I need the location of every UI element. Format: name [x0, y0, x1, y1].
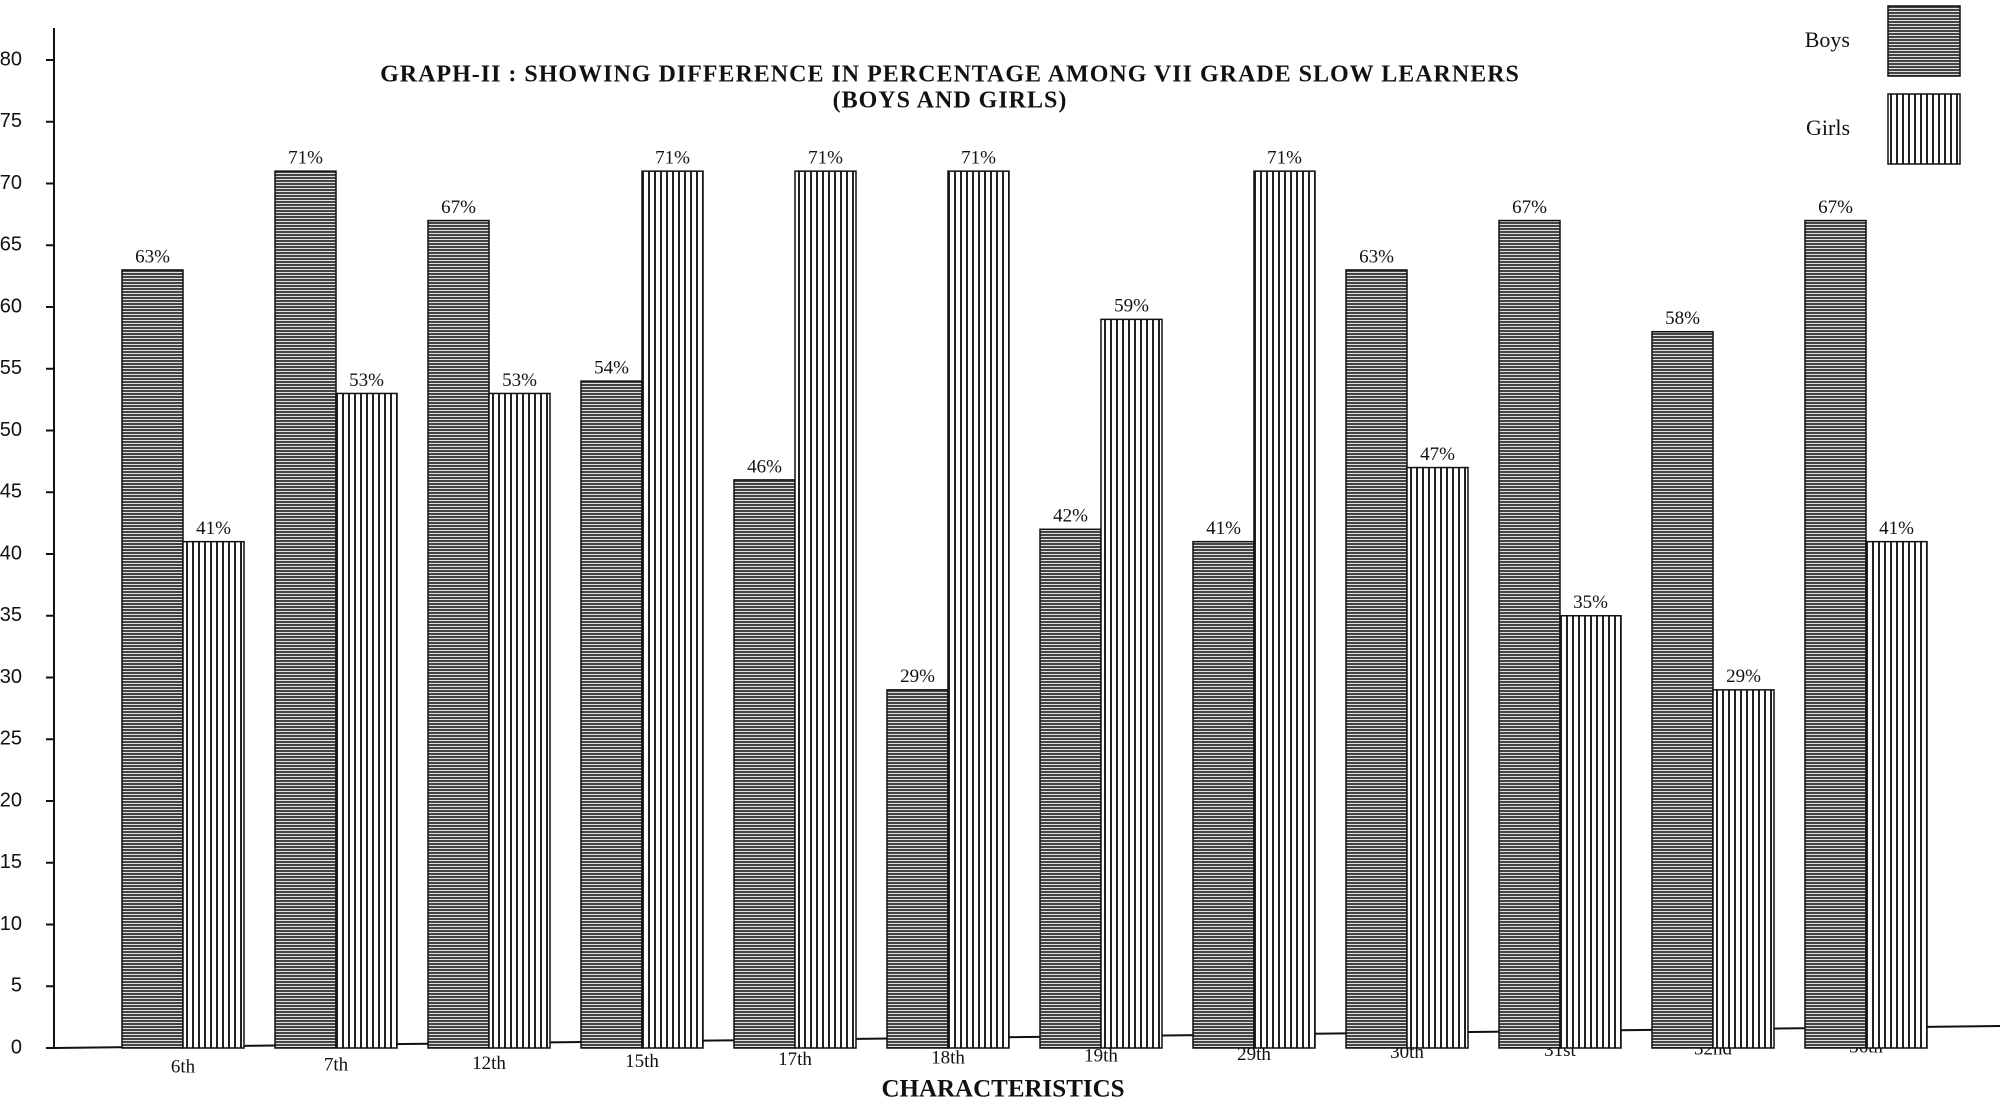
x-tick-label: 29th [1237, 1044, 1271, 1065]
value-label: 29% [900, 666, 935, 687]
value-label: 67% [1818, 197, 1853, 218]
value-label: 53% [502, 370, 537, 391]
y-tick-label: 30 [0, 666, 22, 688]
bar [580, 380, 643, 1049]
value-label: 63% [1359, 246, 1394, 267]
y-tick-label: 40 [0, 542, 22, 564]
bar [1651, 330, 1714, 1049]
bar [1406, 466, 1469, 1049]
value-label: 47% [1420, 444, 1455, 465]
y-tick-label: 55 [0, 357, 22, 379]
bar [1100, 318, 1163, 1049]
bar [641, 170, 704, 1049]
value-label: 35% [1573, 592, 1608, 613]
y-tick-label: 15 [0, 851, 22, 873]
legend-swatch [1887, 5, 1961, 77]
chart-subtitle: (BOYS AND GIRLS) [833, 88, 1068, 114]
y-tick-label: 65 [0, 234, 22, 256]
y-tick-label: 10 [0, 913, 22, 935]
x-tick-label: 19th [1084, 1046, 1118, 1067]
legend-label: Boys [1805, 27, 1850, 52]
value-label: 67% [441, 197, 476, 218]
x-axis-title: CHARACTERISTICS [881, 1076, 1124, 1103]
bar [1345, 269, 1408, 1049]
value-label: 71% [288, 148, 323, 169]
bar [794, 170, 857, 1049]
value-label: 63% [135, 246, 170, 267]
value-label: 71% [808, 148, 843, 169]
x-tick-label: 12th [472, 1053, 506, 1074]
x-tick-label: 6th [171, 1056, 196, 1077]
legend-label: Girls [1806, 115, 1850, 140]
bar [886, 689, 949, 1049]
y-tick-label: 0 [11, 1036, 22, 1058]
bar [1253, 170, 1316, 1049]
y-tick-label: 25 [0, 728, 22, 750]
x-tick-label: 15th [625, 1051, 659, 1072]
bar [335, 392, 398, 1049]
value-label: 71% [655, 148, 690, 169]
bar [274, 170, 337, 1049]
bar [947, 170, 1010, 1049]
y-tick-label: 80 [0, 48, 22, 70]
value-label: 54% [594, 357, 629, 378]
bar [1712, 689, 1775, 1049]
value-label: 58% [1665, 308, 1700, 329]
chart-title: GRAPH-II : SHOWING DIFFERENCE IN PERCENT… [380, 62, 1520, 88]
value-label: 42% [1053, 506, 1088, 527]
bar [488, 392, 551, 1049]
y-tick-label: 5 [11, 975, 22, 997]
bar [1498, 219, 1561, 1049]
y-tick-label: 75 [0, 110, 22, 132]
bar [427, 219, 490, 1049]
y-tick-label: 20 [0, 789, 22, 811]
y-tick-label: 50 [0, 419, 22, 441]
bar [1192, 540, 1255, 1049]
x-tick-label: 18th [931, 1047, 965, 1068]
legend-swatch [1887, 93, 1961, 165]
bar [733, 479, 796, 1049]
value-label: 59% [1114, 296, 1149, 317]
value-label: 46% [747, 456, 782, 477]
bar [121, 269, 184, 1049]
value-label: 71% [1267, 148, 1302, 169]
bar [182, 540, 245, 1049]
value-label: 67% [1512, 197, 1547, 218]
y-tick-label: 35 [0, 604, 22, 626]
value-label: 29% [1726, 666, 1761, 687]
x-tick-label: 17th [778, 1049, 812, 1070]
value-label: 41% [1206, 518, 1241, 539]
bar [1559, 615, 1622, 1049]
y-tick-label: 45 [0, 481, 22, 503]
value-label: 41% [1879, 518, 1914, 539]
value-label: 41% [196, 518, 231, 539]
y-tick-label: 60 [0, 295, 22, 317]
x-tick-label: 7th [324, 1055, 349, 1076]
value-label: 53% [349, 370, 384, 391]
y-tick-label: 70 [0, 172, 22, 194]
bar [1039, 528, 1102, 1049]
bar [1804, 219, 1867, 1049]
value-label: 71% [961, 148, 996, 169]
bar [1865, 540, 1928, 1049]
